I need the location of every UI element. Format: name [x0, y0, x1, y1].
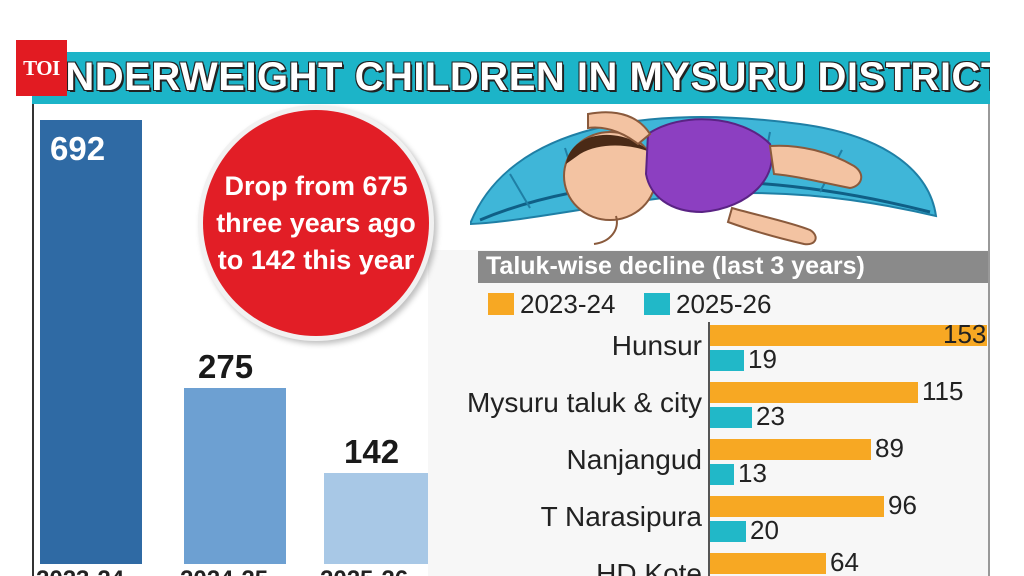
- bar-value-label-2025-26: 142: [344, 433, 400, 470]
- page-title: UNDERWEIGHT CHILDREN IN MYSURU DISTRICT: [36, 55, 990, 99]
- bar-2024-25: [184, 388, 286, 564]
- category-label-mysuru-taluk-city: Mysuru taluk & city: [467, 387, 702, 418]
- bar-value-label-2023-24: 692: [50, 130, 106, 167]
- taluk-panel-header: [478, 251, 988, 283]
- category-label-t-narasipura: T Narasipura: [540, 501, 702, 532]
- x-tick-label-2025-26: 2025-26: [320, 566, 408, 576]
- hbar-value-2023-24-hd-kote: 64: [830, 547, 859, 576]
- hbar-value-2025-26-hunsur: 19: [748, 344, 777, 374]
- hbar-value-2023-24-nanjangud: 89: [875, 433, 904, 463]
- hbar-2023-24-mysuru-taluk-city: [710, 382, 918, 403]
- sleeping-baby-feather-illustration: [470, 111, 938, 246]
- legend-swatch-2023-24: [488, 293, 514, 315]
- hbar-2025-26-t-narasipura: [710, 521, 746, 542]
- legend-label-2023-24: 2023-24: [520, 288, 616, 319]
- legend-2023-24: 2023-24: [488, 288, 616, 319]
- hbar-value-2025-26-nanjangud: 13: [738, 458, 767, 488]
- taluk-chart-title: Taluk-wise decline (last 3 years): [486, 252, 865, 280]
- title-band: UNDERWEIGHT CHILDREN IN MYSURU DISTRICT: [32, 52, 990, 104]
- category-label-hunsur: Hunsur: [611, 330, 702, 361]
- hbar-value-2023-24-t-narasipura: 96: [888, 490, 917, 520]
- category-label-nanjangud: Nanjangud: [566, 444, 702, 475]
- bar-2023-24: [40, 120, 142, 564]
- hbar-2023-24-hd-kote: [710, 553, 826, 574]
- hbar-value-2023-24-mysuru-taluk-city: 115: [922, 376, 964, 406]
- x-tick-label-2023-24: 2023-24: [36, 566, 124, 576]
- bar-2025-26: [324, 473, 428, 564]
- hbar-value-2023-24-hunsur: 153: [943, 319, 987, 349]
- x-tick-label-2024-25: 2024-25: [180, 566, 268, 576]
- bar-value-label-2024-25: 275: [198, 348, 254, 385]
- hbar-2025-26-nanjangud: [710, 464, 734, 485]
- hbar-2025-26-mysuru-taluk-city: [710, 407, 752, 428]
- drop-callout: Drop from 675 three years ago to 142 thi…: [203, 110, 429, 336]
- hbar-2023-24-hunsur: [710, 325, 987, 346]
- taluk-axis: [708, 322, 710, 576]
- category-label-hd-kote: HD Kote: [596, 558, 702, 576]
- hbar-value-2025-26-t-narasipura: 20: [750, 515, 779, 545]
- hbar-2023-24-t-narasipura: [710, 496, 884, 517]
- hbar-value-2025-26-mysuru-taluk-city: 23: [756, 401, 785, 431]
- legend-2025-26: 2025-26: [644, 288, 772, 319]
- frame-left-rule: [32, 104, 34, 576]
- drop-callout-text: Drop from 675 three years ago to 142 thi…: [216, 170, 416, 275]
- hbar-2023-24-nanjangud: [710, 439, 871, 460]
- toi-logo: TOI: [16, 40, 67, 96]
- legend-swatch-2025-26: [644, 293, 670, 315]
- frame-right-rule: [988, 104, 990, 576]
- hbar-2025-26-hunsur: [710, 350, 744, 371]
- legend-label-2025-26: 2025-26: [676, 288, 772, 319]
